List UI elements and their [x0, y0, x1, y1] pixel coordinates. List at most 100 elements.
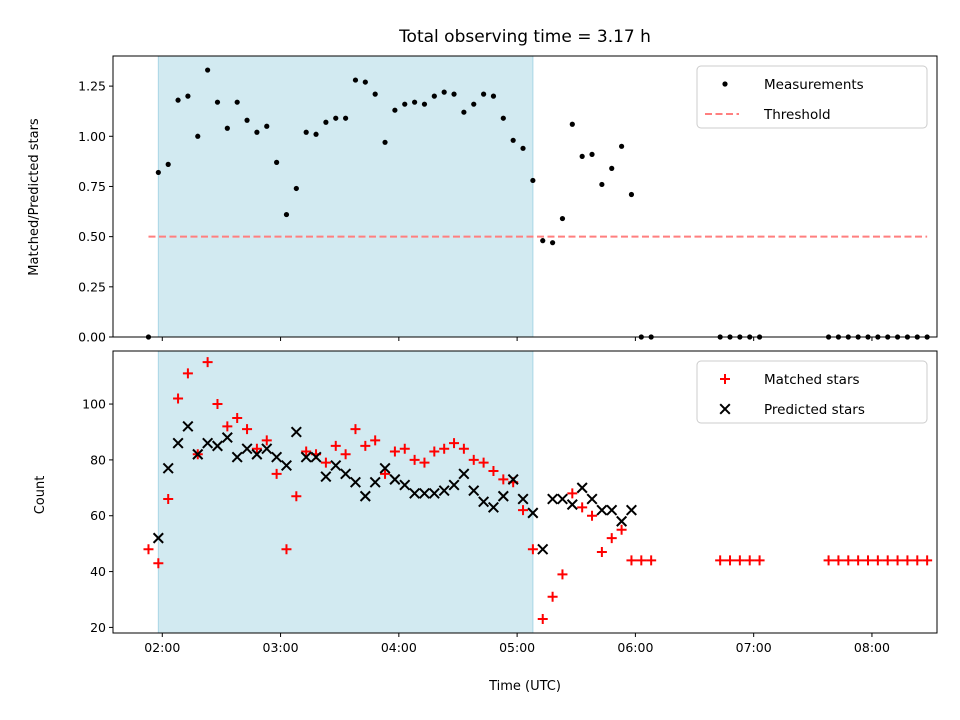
matched-point	[596, 547, 607, 558]
measurement-point	[352, 77, 359, 83]
bottom-x-tick-label: 06:00	[617, 640, 653, 655]
predicted-point	[162, 462, 174, 474]
predicted-point	[438, 485, 450, 497]
measurement-point	[431, 93, 437, 99]
measurement-point	[343, 115, 349, 121]
measurement-point	[185, 93, 191, 99]
matched-point	[744, 555, 755, 566]
measurement-point	[224, 125, 230, 131]
measurement-point	[618, 143, 625, 149]
matched-point	[153, 558, 164, 569]
top-highlight-span	[157, 55, 534, 338]
matched-point	[163, 493, 174, 504]
predicted-point	[221, 432, 233, 444]
top-panel: 0.00 0.25 0.50 0.75 1.00 1.25 Measurements Thre…	[78, 55, 938, 345]
measurement-point	[441, 89, 447, 95]
predicted-point	[428, 487, 440, 499]
matched-point	[823, 555, 834, 566]
measurement-point	[589, 151, 595, 157]
matched-point	[863, 555, 874, 566]
predicted-point	[566, 499, 578, 511]
bottom-x-tick-label: 02:00	[144, 640, 180, 655]
matched-point	[242, 424, 253, 435]
legend-label: Measurements	[764, 77, 864, 93]
matched-point	[606, 533, 617, 544]
matched-point	[389, 446, 400, 457]
matched-point	[232, 413, 243, 424]
matched-point	[646, 555, 657, 566]
predicted-point	[152, 532, 164, 544]
measurement-point	[283, 211, 290, 218]
predicted-point	[625, 504, 637, 516]
matched-point	[281, 544, 292, 555]
top-axes-frame	[112, 55, 938, 338]
matched-point	[251, 443, 262, 454]
matched-point	[380, 468, 391, 479]
measurement-point	[293, 185, 299, 192]
measurement-point	[510, 137, 516, 143]
legend-label: Predicted stars	[764, 402, 865, 418]
predicted-point	[596, 504, 608, 516]
predicted-point	[576, 482, 588, 494]
bottom-x-tick-label: 08:00	[854, 640, 890, 655]
top-series-dot	[145, 67, 930, 340]
matched-point	[429, 446, 440, 457]
matched-point	[360, 440, 371, 451]
predicted-point	[507, 473, 519, 485]
matched-point	[547, 591, 558, 602]
matched-point	[587, 510, 598, 521]
matched-point	[488, 466, 499, 477]
predicted-point	[478, 496, 490, 508]
bottom-x-tick-label: 03:00	[263, 640, 299, 655]
matched-point	[222, 421, 233, 432]
predicted-point	[202, 437, 214, 449]
matched-point	[498, 474, 509, 485]
predicted-point	[468, 485, 480, 497]
bottom-highlight-span	[157, 350, 534, 634]
matched-point	[912, 555, 923, 566]
measurement-point	[392, 107, 398, 113]
legend-matched-marker	[720, 374, 730, 384]
bottom-y-tick-label: 20	[90, 620, 106, 635]
top-y-tick-label: 1.25	[78, 79, 106, 94]
predicted-point	[300, 451, 312, 463]
measurement-point	[195, 133, 201, 139]
top-legend: Measurements Threshold	[696, 65, 928, 129]
matched-point	[843, 555, 854, 566]
matched-point	[143, 544, 154, 555]
matched-point	[527, 544, 538, 555]
matched-point	[350, 424, 361, 435]
legend-label: Matched stars	[764, 372, 860, 388]
bottom-panel: 20 40 60 80 100 02:00 03:00 04:00 05:00 06:00 07:0…	[82, 350, 938, 655]
measurement-point	[175, 97, 181, 103]
bottom-x-tick-label: 04:00	[381, 640, 417, 655]
bottom-y-tick-label: 40	[90, 564, 106, 579]
measurement-point	[313, 131, 319, 137]
matched-point	[872, 555, 883, 566]
matched-point	[399, 443, 410, 454]
matched-point	[567, 488, 578, 499]
predicted-point	[369, 476, 381, 488]
matched-point	[557, 569, 568, 580]
measurement-point	[461, 109, 467, 115]
matched-point	[330, 440, 341, 451]
predicted-point	[556, 493, 568, 505]
matched-point	[202, 357, 213, 368]
predicted-point	[310, 451, 322, 463]
top-y-tick-label: 0.25	[78, 279, 106, 294]
predicted-point	[547, 493, 559, 505]
predicted-point	[280, 459, 292, 471]
measurement-point	[323, 119, 329, 125]
measurement-point	[579, 153, 585, 159]
matched-point	[626, 555, 637, 566]
bottom-y-tick-label: 100	[82, 397, 106, 412]
matched-point	[458, 443, 469, 454]
predicted-point	[458, 468, 470, 480]
matched-point	[892, 555, 903, 566]
predicted-point	[172, 437, 184, 449]
matched-point	[320, 457, 331, 468]
predicted-point	[497, 490, 509, 502]
matched-point	[291, 491, 302, 502]
matched-point	[853, 555, 864, 566]
predicted-point	[349, 476, 361, 488]
